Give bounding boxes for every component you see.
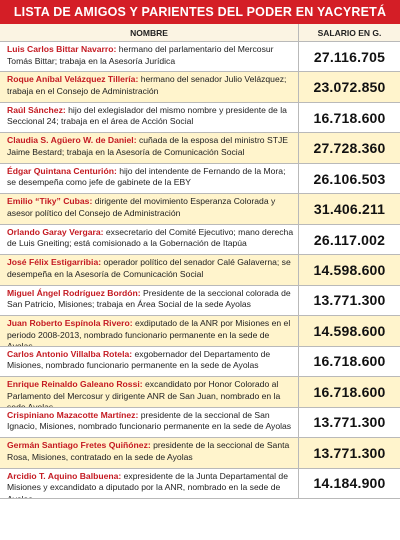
person-description: exgobernador del Departamento de Misione… — [7, 348, 271, 371]
person-name: Germán Santiago Fretes Quiñónez: — [7, 440, 151, 451]
person-name: Arcidio T. Aquino Balbuena: — [7, 470, 122, 481]
table-row: Raúl Sánchez: hijo del exlegislador del … — [0, 102, 400, 134]
person-name: Orlando Garay Vergara: — [7, 226, 104, 237]
table-row: Claudia S. Agüero W. de Daniel: cuñada d… — [0, 133, 400, 164]
salary-value: 13.771.300 — [313, 414, 386, 431]
person-cell: Édgar Quintana Centurión: hijo del inten… — [0, 163, 299, 194]
salary-value: 14.598.600 — [313, 262, 386, 279]
person-description: expresidente de la Junta Departamental d… — [7, 470, 288, 498]
table-row: Roque Aníbal Velázquez Tillería: hermano… — [0, 72, 400, 103]
person-cell: Arcidio T. Aquino Balbuena: expresidente… — [0, 468, 299, 499]
table-row: Enrique Reinaldo Galeano Rossi: excandid… — [0, 377, 400, 408]
person-description: cuñada de la esposa del ministro STJE Ja… — [7, 135, 288, 157]
table-row: Germán Santiago Fretes Quiñónez: preside… — [0, 438, 400, 469]
person-name: Crispiniano Mazacotte Martínez: — [7, 409, 139, 420]
table-row: Arcidio T. Aquino Balbuena: expresidente… — [0, 468, 400, 500]
table-row: Crispiniano Mazacotte Martínez: presiden… — [0, 407, 400, 439]
person-description: hermano del parlamentario del Mercosur T… — [7, 44, 274, 66]
person-name: Raúl Sánchez: — [7, 104, 66, 115]
person-cell: Juan Roberto Espínola Rivero: exdiputado… — [0, 316, 299, 346]
salary-value: 23.072.850 — [313, 79, 386, 96]
salary-value: 13.771.300 — [313, 292, 386, 309]
person-name: Édgar Quintana Centurión: — [7, 165, 117, 176]
person-name: Emilio “Tiky” Cubas: — [7, 196, 93, 207]
table-row: Carlos Antonio Villalba Rotela: exgobern… — [0, 346, 400, 378]
person-description: dirigente del movimiento Esperanza Color… — [7, 196, 276, 218]
person-description: hijo del exlegislador del mismo nombre y… — [7, 104, 287, 127]
salary-value: 14.184.900 — [313, 475, 386, 492]
salary-value: 16.718.600 — [313, 383, 386, 400]
person-description: presidente de la seccional de San Ignaci… — [7, 409, 292, 432]
person-cell: Enrique Reinaldo Galeano Rossi: excandid… — [0, 377, 299, 407]
person-cell: Orlando Garay Vergara: exsecretario del … — [0, 224, 299, 255]
column-header-salary: SALARIO EN G. — [317, 27, 382, 38]
page-title: LISTA DE AMIGOS Y PARIENTES DEL PODER EN… — [0, 0, 400, 24]
salary-value: 26.117.002 — [313, 231, 386, 248]
person-name: Roque Aníbal Velázquez Tillería: — [7, 74, 139, 85]
person-description: exdiputado de la ANR por Misiones en el … — [7, 318, 291, 345]
person-description: hijo del intendente de Fernando de la Mo… — [7, 165, 286, 188]
person-cell: Germán Santiago Fretes Quiñónez: preside… — [0, 438, 299, 468]
person-cell: Carlos Antonio Villalba Rotela: exgobern… — [0, 346, 299, 377]
table-row: Édgar Quintana Centurión: hijo del inten… — [0, 163, 400, 195]
person-name: Enrique Reinaldo Galeano Rossi: — [7, 379, 143, 390]
person-cell: José Félix Estigarribia: operador políti… — [0, 255, 299, 285]
salary-value: 27.116.705 — [313, 48, 386, 65]
person-name: Carlos Antonio Villalba Rotela: — [7, 348, 133, 359]
person-cell: Luis Carlos Bittar Navarro: hermano del … — [0, 42, 299, 72]
person-cell: Roque Aníbal Velázquez Tillería: hermano… — [0, 72, 299, 102]
column-header-name: NOMBRE — [0, 24, 299, 41]
person-name: Luis Carlos Bittar Navarro: — [7, 44, 117, 54]
table-row: Orlando Garay Vergara: exsecretario del … — [0, 224, 400, 256]
table-row: Juan Roberto Espínola Rivero: exdiputado… — [0, 316, 400, 347]
salary-value: 16.718.600 — [313, 353, 386, 370]
person-cell: Claudia S. Agüero W. de Daniel: cuñada d… — [0, 133, 299, 163]
table-row: José Félix Estigarribia: operador políti… — [0, 255, 400, 286]
person-description: operador político del senador Calé Galav… — [7, 257, 291, 279]
salary-value: 16.718.600 — [313, 109, 386, 126]
salary-value: 26.106.503 — [313, 170, 386, 187]
table-row: Miguel Ángel Rodríguez Bordón: President… — [0, 285, 400, 317]
person-description: hermano del senador Julio Velázquez; tra… — [7, 74, 287, 96]
salary-value: 14.598.600 — [313, 322, 386, 339]
person-cell: Raúl Sánchez: hijo del exlegislador del … — [0, 102, 299, 133]
person-name: José Félix Estigarribia: — [7, 257, 102, 268]
person-description: presidente de la seccional de Santa Rosa… — [7, 440, 290, 462]
person-cell: Miguel Ángel Rodríguez Bordón: President… — [0, 285, 299, 316]
table-row: Luis Carlos Bittar Navarro: hermano del … — [0, 42, 400, 73]
salary-value: 31.406.211 — [313, 201, 386, 218]
person-description: exsecretario del Comité Ejecutivo; mano … — [7, 226, 294, 249]
table-header: NOMBRE SALARIO EN G. — [0, 24, 400, 42]
salary-value: 27.728.360 — [313, 140, 386, 157]
person-cell: Crispiniano Mazacotte Martínez: presiden… — [0, 407, 299, 438]
person-cell: Emilio “Tiky” Cubas: dirigente del movim… — [0, 194, 299, 224]
salary-value: 13.771.300 — [313, 444, 386, 461]
person-description: excandidato por Honor Colorado al Parlam… — [7, 379, 281, 406]
person-description: Presidente de la seccional colorada de S… — [7, 287, 291, 310]
person-name: Miguel Ángel Rodríguez Bordón: — [7, 287, 141, 298]
table-row: Emilio “Tiky” Cubas: dirigente del movim… — [0, 194, 400, 225]
table-body: Luis Carlos Bittar Navarro: hermano del … — [0, 42, 400, 500]
person-name: Claudia S. Agüero W. de Daniel: — [7, 135, 137, 146]
person-name: Juan Roberto Espínola Rivero: — [7, 318, 133, 329]
